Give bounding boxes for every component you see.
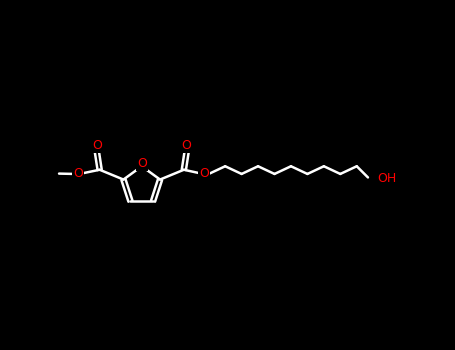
- Text: O: O: [73, 167, 83, 180]
- Text: O: O: [92, 139, 102, 153]
- Text: OH: OH: [377, 172, 396, 185]
- Text: O: O: [182, 139, 192, 153]
- Text: O: O: [199, 167, 209, 180]
- Text: O: O: [137, 157, 147, 170]
